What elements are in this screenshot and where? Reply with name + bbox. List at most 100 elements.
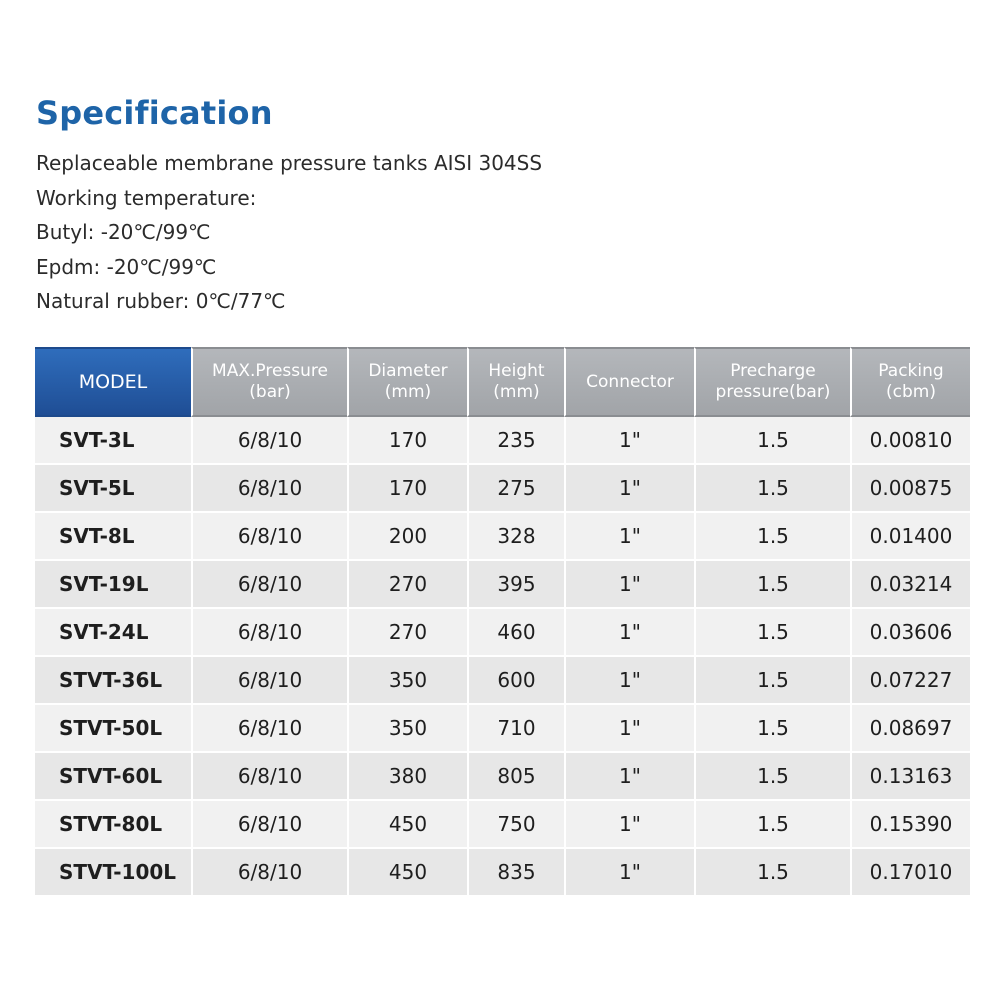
model-cell: SVT-3L	[35, 417, 191, 463]
model-cell: STVT-50L	[35, 703, 191, 751]
precharge-cell: 1.5	[694, 417, 850, 463]
header-label: (bar)	[249, 382, 291, 402]
diameter-cell: 380	[347, 751, 467, 799]
diameter-cell: 270	[347, 559, 467, 607]
connector-cell: 1"	[564, 559, 694, 607]
table-row: SVT-3L 6/8/10 170 235 1" 1.5 0.00810	[35, 417, 970, 463]
precharge-cell: 1.5	[694, 751, 850, 799]
packing-cell: 0.03606	[850, 607, 970, 655]
description-line-butyl: Butyl: -20℃/99℃	[36, 220, 211, 244]
table-row: SVT-8L 6/8/10 200 328 1" 1.5 0.01400	[35, 511, 970, 559]
header-label: Diameter	[368, 361, 448, 381]
packing-cell: 0.03214	[850, 559, 970, 607]
description-block: Replaceable membrane pressure tanks AISI…	[36, 146, 542, 319]
table-row: STVT-50L 6/8/10 350 710 1" 1.5 0.08697	[35, 703, 970, 751]
table-row: STVT-60L 6/8/10 380 805 1" 1.5 0.13163	[35, 751, 970, 799]
header-label: Height	[488, 361, 545, 381]
precharge-cell: 1.5	[694, 607, 850, 655]
table-row: STVT-100L 6/8/10 450 835 1" 1.5 0.17010	[35, 847, 970, 895]
model-cell: SVT-8L	[35, 511, 191, 559]
max-pressure-cell: 6/8/10	[191, 559, 347, 607]
header-label: MAX.Pressure	[212, 361, 328, 381]
packing-cell: 0.15390	[850, 799, 970, 847]
connector-cell: 1"	[564, 463, 694, 511]
height-cell: 395	[467, 559, 564, 607]
description-line-material: Replaceable membrane pressure tanks AISI…	[36, 151, 543, 175]
connector-cell: 1"	[564, 703, 694, 751]
connector-cell: 1"	[564, 417, 694, 463]
connector-cell: 1"	[564, 847, 694, 895]
precharge-cell: 1.5	[694, 655, 850, 703]
precharge-cell: 1.5	[694, 511, 850, 559]
table-row: SVT-24L 6/8/10 270 460 1" 1.5 0.03606	[35, 607, 970, 655]
diameter-cell: 450	[347, 799, 467, 847]
table-row: STVT-80L 6/8/10 450 750 1" 1.5 0.15390	[35, 799, 970, 847]
header-label: Connector	[586, 371, 674, 392]
diameter-cell: 270	[347, 607, 467, 655]
model-cell: STVT-80L	[35, 799, 191, 847]
diameter-cell: 200	[347, 511, 467, 559]
max-pressure-cell: 6/8/10	[191, 511, 347, 559]
max-pressure-cell: 6/8/10	[191, 703, 347, 751]
header-precharge-pressure: Precharge pressure(bar)	[694, 347, 850, 417]
specification-table: MODEL MAX.Pressure (bar) Diameter (mm) Height…	[35, 347, 970, 895]
height-cell: 600	[467, 655, 564, 703]
table-row: SVT-19L 6/8/10 270 395 1" 1.5 0.03214	[35, 559, 970, 607]
description-line-natural-rubber: Natural rubber: 0℃/77℃	[36, 289, 286, 313]
table-body: SVT-3L 6/8/10 170 235 1" 1.5 0.00810 SVT-5L 6/8/…	[35, 417, 970, 895]
model-cell: SVT-5L	[35, 463, 191, 511]
height-cell: 235	[467, 417, 564, 463]
max-pressure-cell: 6/8/10	[191, 463, 347, 511]
description-line-epdm: Epdm: -20℃/99℃	[36, 254, 217, 279]
header-label: MODEL	[78, 370, 148, 393]
packing-cell: 0.00875	[850, 463, 970, 511]
precharge-cell: 1.5	[694, 559, 850, 607]
model-cell: SVT-19L	[35, 559, 191, 607]
diameter-cell: 170	[347, 463, 467, 511]
height-cell: 750	[467, 799, 564, 847]
table-header-row: MODEL MAX.Pressure (bar) Diameter (mm) Height…	[35, 347, 970, 417]
packing-cell: 0.01400	[850, 511, 970, 559]
connector-cell: 1"	[564, 751, 694, 799]
max-pressure-cell: 6/8/10	[191, 417, 347, 463]
model-cell: SVT-24L	[35, 607, 191, 655]
header-diameter: Diameter (mm)	[347, 347, 467, 417]
model-cell: STVT-36L	[35, 655, 191, 703]
packing-cell: 0.08697	[850, 703, 970, 751]
description-line-working-temperature: Working temperature:	[36, 185, 257, 210]
height-cell: 835	[467, 847, 564, 895]
diameter-cell: 450	[347, 847, 467, 895]
height-cell: 460	[467, 607, 564, 655]
model-cell: STVT-60L	[35, 751, 191, 799]
diameter-cell: 350	[347, 703, 467, 751]
connector-cell: 1"	[564, 799, 694, 847]
header-label: (mm)	[493, 382, 540, 402]
height-cell: 275	[467, 463, 564, 511]
header-label: Packing	[878, 361, 944, 381]
height-cell: 328	[467, 511, 564, 559]
packing-cell: 0.17010	[850, 847, 970, 895]
header-label: pressure(bar)	[715, 382, 831, 402]
header-packing: Packing (cbm)	[850, 347, 970, 417]
packing-cell: 0.13163	[850, 751, 970, 799]
connector-cell: 1"	[564, 511, 694, 559]
table-row: STVT-36L 6/8/10 350 600 1" 1.5 0.07227	[35, 655, 970, 703]
precharge-cell: 1.5	[694, 847, 850, 895]
max-pressure-cell: 6/8/10	[191, 751, 347, 799]
header-connector: Connector	[564, 347, 694, 417]
precharge-cell: 1.5	[694, 799, 850, 847]
table-row: SVT-5L 6/8/10 170 275 1" 1.5 0.00875	[35, 463, 970, 511]
header-label: (mm)	[384, 382, 432, 402]
max-pressure-cell: 6/8/10	[191, 607, 347, 655]
diameter-cell: 350	[347, 655, 467, 703]
precharge-cell: 1.5	[694, 703, 850, 751]
connector-cell: 1"	[564, 655, 694, 703]
packing-cell: 0.07227	[850, 655, 970, 703]
header-height: Height (mm)	[467, 347, 564, 417]
header-max-pressure: MAX.Pressure (bar)	[191, 347, 347, 417]
precharge-cell: 1.5	[694, 463, 850, 511]
max-pressure-cell: 6/8/10	[191, 847, 347, 895]
header-model: MODEL	[35, 347, 191, 417]
header-label: Precharge	[730, 361, 816, 381]
connector-cell: 1"	[564, 607, 694, 655]
